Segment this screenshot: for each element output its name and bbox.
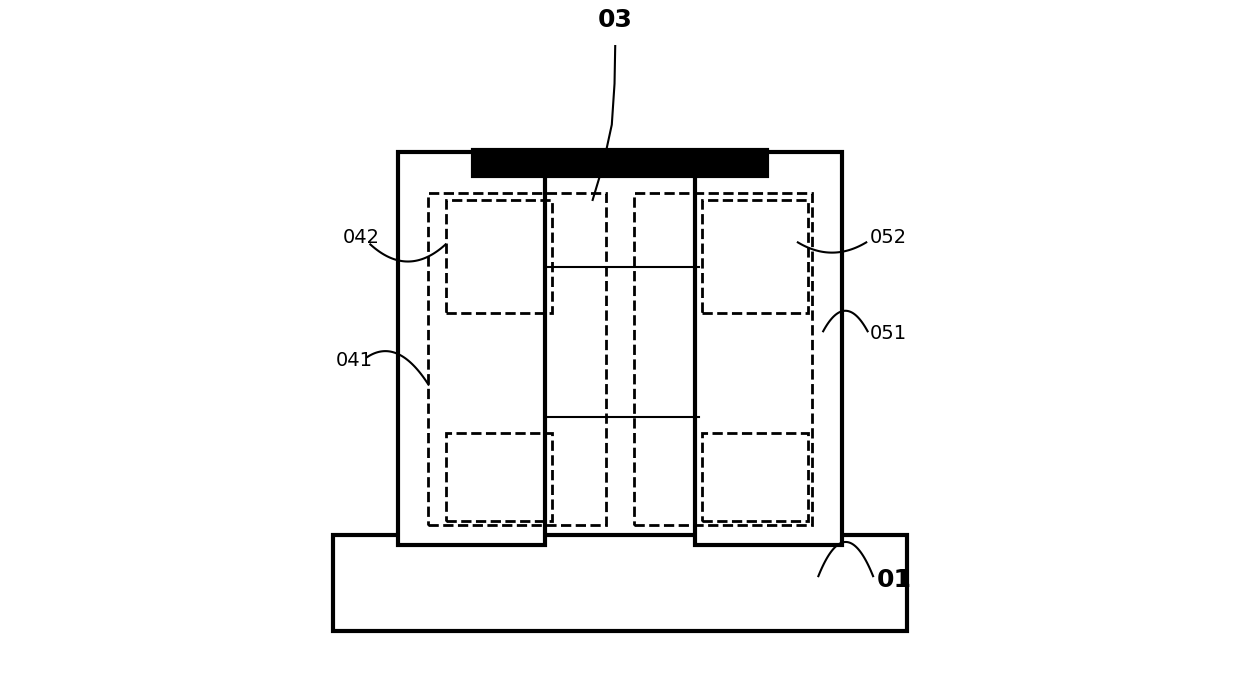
Text: 052: 052 [869,228,906,247]
Text: 03: 03 [598,8,632,32]
FancyBboxPatch shape [332,535,908,631]
Text: 051: 051 [869,324,906,343]
Text: 042: 042 [343,228,379,247]
FancyBboxPatch shape [696,152,842,545]
Text: 041: 041 [336,351,373,370]
FancyBboxPatch shape [472,150,768,176]
Text: 01: 01 [877,567,911,592]
FancyBboxPatch shape [398,152,544,545]
